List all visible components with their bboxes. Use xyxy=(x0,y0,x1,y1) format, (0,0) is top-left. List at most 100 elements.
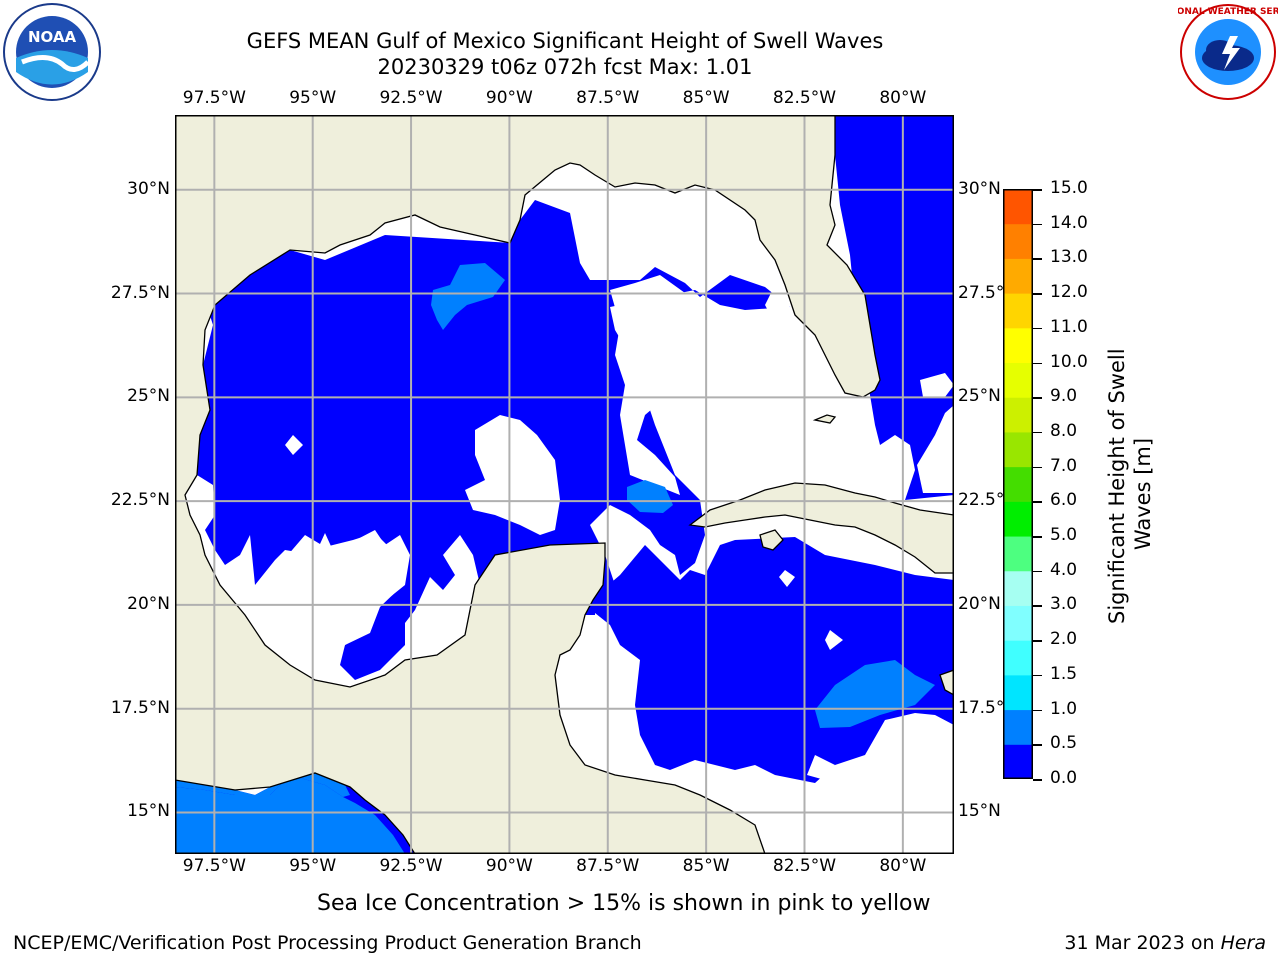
lat-tick-label: 20°N xyxy=(958,593,1001,614)
colorbar-segment xyxy=(1003,189,1033,225)
colorbar-tick-mark xyxy=(1033,501,1042,503)
colorbar-segment xyxy=(1003,674,1033,711)
colorbar-tick-mark xyxy=(1033,362,1042,365)
colorbar-segment xyxy=(1003,293,1033,329)
lat-tick-label: 25°N xyxy=(958,386,1001,407)
lon-tick-label: 85°W xyxy=(682,88,730,108)
no-data-patches xyxy=(273,275,954,780)
map-svg xyxy=(174,114,955,855)
lat-tick-label: 15°N xyxy=(958,801,1001,822)
colorbar-tick-label: 3.0 xyxy=(1050,594,1078,615)
colorbar-tick-label: 13.0 xyxy=(1050,247,1088,268)
nws-logo: NATIONAL WEATHER SERVICE xyxy=(1153,2,1280,102)
colorbar-segment xyxy=(1003,258,1033,294)
lon-tick-label: 82.5°W xyxy=(772,88,837,108)
colorbar-tick-mark xyxy=(1033,709,1042,712)
colorbar-tick-mark xyxy=(1033,779,1042,781)
lat-tick-label: 17.5°N xyxy=(110,697,170,718)
lon-ticks-top: 97.5°W 95°W 92.5°W 90°W 87.5°W 85°W 82.5°W 80°W xyxy=(175,88,954,112)
colorbar-tick-label: 12.0 xyxy=(1050,282,1088,303)
colorbar-segment xyxy=(1003,397,1033,433)
lon-tick-label: 97.5°W xyxy=(182,856,246,876)
colorbar-tick-label: 1.0 xyxy=(1050,698,1078,719)
lon-ticks-bottom: 97.5°W 95°W 92.5°W 90°W 87.5°W 85°W 82.5°W 80°W xyxy=(175,856,954,880)
colorbar-tick-label: 10.0 xyxy=(1050,351,1088,372)
colorbar-tick-mark xyxy=(1033,536,1042,538)
lat-ticks-right: 30°N 27.5°N 25°N 22.5°N 20°N 17.5°N 15°N xyxy=(958,115,1018,854)
lon-tick-label: 80°W xyxy=(879,88,927,108)
lon-tick-label: 95°W xyxy=(289,88,337,108)
lat-tick-label: 20°N xyxy=(127,593,170,614)
lat-tick-label: 30°N xyxy=(127,178,170,199)
colorbar-tick-label: 9.0 xyxy=(1050,386,1078,407)
map-title: GEFS MEAN Gulf of Mexico Significant Hei… xyxy=(0,28,1130,80)
lon-tick-label: 90°W xyxy=(485,856,533,876)
title-line-2: 20230329 t06z 072h fcst Max: 1.01 xyxy=(377,55,753,79)
lon-tick-label: 80°W xyxy=(879,856,927,876)
colorbar-tick-label: 8.0 xyxy=(1050,420,1078,441)
colorbar-tick-label: 7.0 xyxy=(1050,455,1078,476)
colorbar-segment xyxy=(1003,431,1033,468)
colorbar-segment xyxy=(1003,536,1033,572)
footer-credit: NCEP/EMC/Verification Post Processing Pr… xyxy=(13,932,642,954)
lon-tick-label: 82.5°W xyxy=(772,856,837,876)
colorbar-frame xyxy=(1003,189,1033,779)
colorbar-tick-label: 5.0 xyxy=(1050,525,1078,546)
colorbar-tick-label: 0.0 xyxy=(1050,768,1078,788)
lat-tick-label: 30°N xyxy=(958,178,1001,199)
lon-tick-label: 95°W xyxy=(289,856,337,876)
colorbar xyxy=(1003,189,1033,780)
map-panel xyxy=(174,114,955,855)
lon-tick-label: 87.5°W xyxy=(576,88,640,108)
colorbar-tick-mark xyxy=(1033,258,1042,260)
lat-tick-label: 15°N xyxy=(127,801,170,822)
colorbar-segment xyxy=(1003,466,1033,502)
colorbar-segment xyxy=(1003,605,1033,641)
colorbar-tick-mark xyxy=(1033,605,1042,607)
colorbar-tick-label: 2.0 xyxy=(1050,629,1078,650)
lat-ticks-left: 30°N 27.5°N 25°N 22.5°N 20°N 17.5°N 15°N xyxy=(90,115,170,854)
colorbar-label-line-1: Significant Height of Swell xyxy=(1105,348,1129,624)
colorbar-tick-label: 4.0 xyxy=(1050,559,1078,580)
colorbar-tick-mark xyxy=(1033,189,1042,191)
footer-date: 31 Mar 2023 on Hera xyxy=(1064,932,1266,954)
lon-tick-label: 92.5°W xyxy=(379,88,443,108)
colorbar-tick-mark xyxy=(1033,466,1042,469)
colorbar-tick-mark xyxy=(1033,640,1042,642)
colorbar-segment xyxy=(1003,744,1033,780)
noaa-logo: NOAA xyxy=(2,2,102,102)
lon-tick-label: 92.5°W xyxy=(379,856,443,876)
colorbar-segment xyxy=(1003,501,1033,537)
sea-ice-note: Sea Ice Concentration > 15% is shown in … xyxy=(317,891,931,916)
noaa-logo-text: NOAA xyxy=(28,28,77,46)
colorbar-svg xyxy=(1003,189,1033,780)
lon-tick-label: 90°W xyxy=(485,88,533,108)
colorbar-label-line-2: Waves [m] xyxy=(1131,437,1155,551)
nws-logo-text: NATIONAL WEATHER SERVICE xyxy=(1178,7,1278,17)
footer-machine: Hera xyxy=(1220,932,1266,954)
map-frame xyxy=(175,115,954,854)
lat-tick-label: 22.5°N xyxy=(958,490,1003,511)
colorbar-segment xyxy=(1003,709,1033,745)
colorbar-tick-label: 14.0 xyxy=(1050,212,1088,233)
colorbar-segment xyxy=(1003,223,1033,259)
lat-tick-label: 27.5°N xyxy=(110,282,170,303)
lat-tick-label: 27.5°N xyxy=(958,282,1003,303)
colorbar-tick-label: 1.5 xyxy=(1050,663,1078,684)
colorbar-segment xyxy=(1003,362,1033,398)
colorbar-tick-mark xyxy=(1033,674,1042,677)
colorbar-tick-mark xyxy=(1033,744,1042,746)
colorbar-tick-mark xyxy=(1033,431,1042,434)
colorbar-segment xyxy=(1003,570,1033,606)
lon-tick-label: 87.5°W xyxy=(576,856,640,876)
colorbar-tick-mark xyxy=(1033,397,1042,399)
colorbar-tick-label: 15.0 xyxy=(1050,178,1088,198)
colorbar-tick-label: 11.0 xyxy=(1050,316,1088,337)
colorbar-tick-mark xyxy=(1033,223,1042,226)
lat-tick-label: 22.5°N xyxy=(110,490,170,511)
colorbar-segment xyxy=(1003,327,1033,364)
lat-tick-label: 17.5°N xyxy=(958,697,1003,718)
colorbar-tick-label: 6.0 xyxy=(1050,490,1078,511)
colorbar-label: Significant Height of Swell Waves [m] xyxy=(1104,348,1156,624)
footer-date-text: 31 Mar 2023 on xyxy=(1064,932,1221,954)
